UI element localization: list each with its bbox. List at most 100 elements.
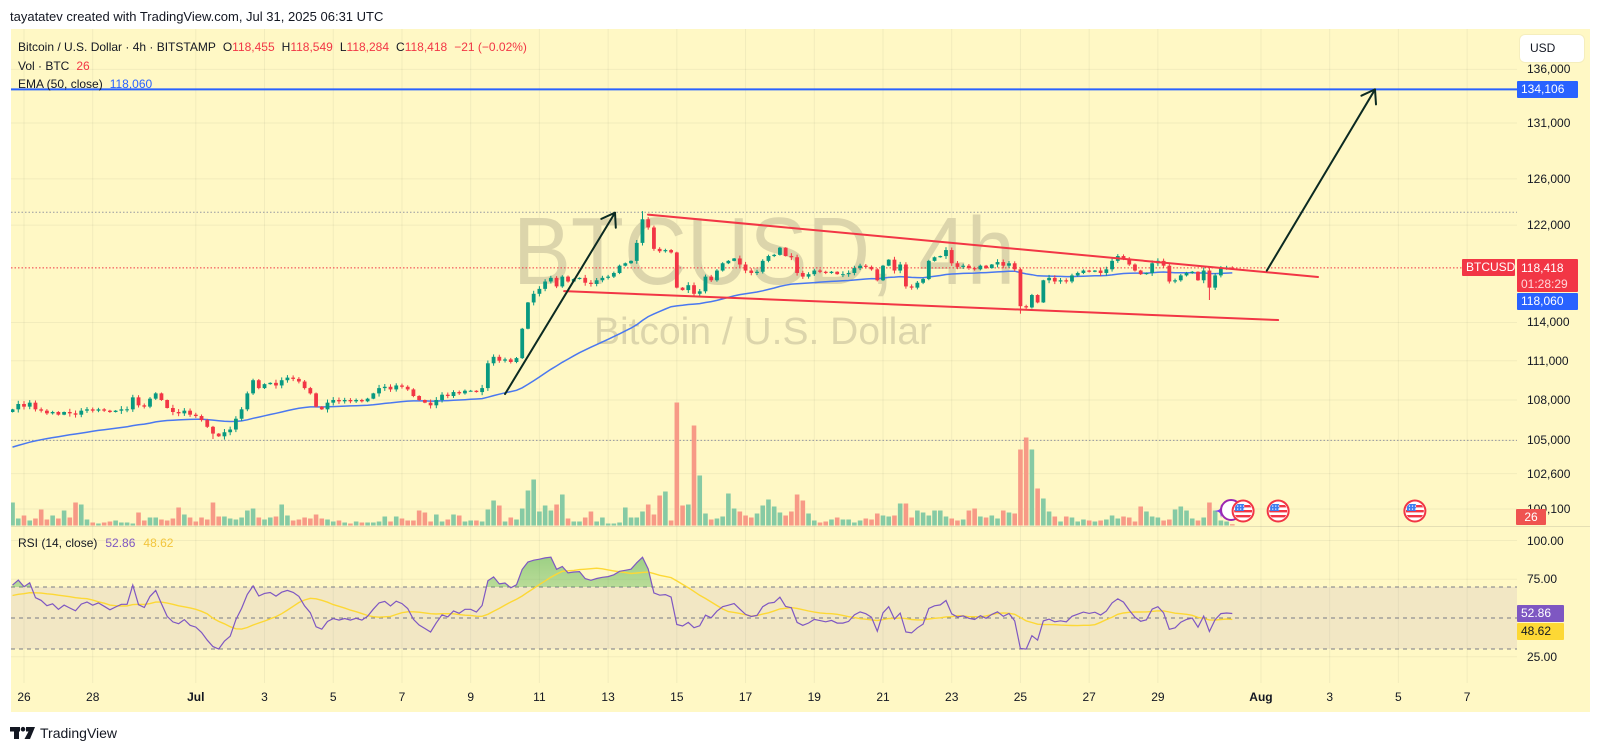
- candle: [554, 276, 559, 289]
- economic-event-us-flag-icon[interactable]: [1403, 499, 1427, 523]
- volume-bar: [932, 510, 937, 526]
- volume-bar: [479, 521, 485, 526]
- volume-bar: [892, 515, 897, 526]
- time-axis-label: 15: [670, 690, 684, 704]
- volume-bar: [376, 521, 382, 526]
- volume-bar: [1178, 506, 1184, 526]
- time-axis-label: 27: [1082, 690, 1096, 704]
- time-axis-label: 19: [807, 690, 821, 704]
- ema-legend-row[interactable]: EMA (50, close) 118,060: [18, 75, 527, 94]
- time-axis-label: 13: [601, 690, 615, 704]
- volume-bar: [336, 520, 342, 526]
- high-label: H: [281, 40, 291, 54]
- candle: [514, 357, 519, 364]
- volume-bar: [302, 517, 307, 526]
- close-label: C: [396, 40, 405, 54]
- volume-bar: [187, 517, 193, 526]
- volume-bar: [966, 510, 972, 526]
- candle: [697, 289, 702, 297]
- candle: [394, 383, 399, 392]
- candle: [1018, 267, 1023, 314]
- volume-bar: [548, 510, 554, 526]
- chart-background: [11, 29, 1590, 712]
- candle: [1081, 269, 1086, 275]
- volume-bar: [1149, 516, 1155, 526]
- rsi-ma-line[interactable]: [12, 567, 1233, 630]
- volume-bar: [319, 518, 325, 526]
- volume-bar: [296, 519, 302, 526]
- candle: [291, 375, 296, 382]
- volume-bar: [1086, 520, 1092, 526]
- candle: [1207, 267, 1212, 300]
- volume-bar: [222, 516, 227, 526]
- symbol-title: Bitcoin / U.S. Dollar · 4h · BITSTAMP: [18, 40, 216, 54]
- candle: [932, 256, 937, 262]
- volume-bar: [771, 506, 777, 526]
- rsi-ma-value-tag: 48.62: [1517, 623, 1564, 641]
- economic-event-us-flag-icon[interactable]: [1266, 499, 1290, 523]
- volume-bar: [651, 514, 657, 526]
- flagpole-arrow[interactable]: [504, 211, 617, 396]
- candle: [1190, 271, 1195, 274]
- volume-bar: [903, 503, 909, 526]
- event-markers: [1214, 499, 1427, 523]
- candle: [944, 247, 948, 259]
- last-price-tag: 118,418 01:28:29: [1517, 259, 1578, 293]
- channel-lower-line[interactable]: [563, 290, 1280, 322]
- candle: [342, 397, 347, 404]
- economic-event-us-flag-icon[interactable]: [1231, 499, 1255, 523]
- candle: [606, 274, 611, 280]
- breakout-target-arrow[interactable]: [1265, 88, 1377, 272]
- time-axis-label: 5: [1395, 690, 1402, 704]
- volume-bar: [445, 519, 451, 526]
- candle: [79, 408, 84, 418]
- volume-bar: [227, 518, 233, 526]
- candle: [50, 410, 55, 415]
- volume-bar: [1029, 449, 1035, 526]
- time-axis-label: 5: [329, 690, 337, 704]
- volume-series: [11, 402, 1235, 526]
- candle: [11, 408, 15, 413]
- volume-bar: [239, 517, 244, 526]
- candle: [657, 247, 662, 253]
- tradingview-footer[interactable]: TradingView: [10, 724, 117, 742]
- candle: [102, 408, 107, 412]
- candle: [755, 269, 759, 275]
- volume-bar: [537, 511, 542, 526]
- symbol-watermark: BTCUSD, 4h Bitcoin / U.S. Dollar: [513, 198, 1015, 353]
- channel-upper-line[interactable]: [646, 213, 1319, 278]
- volume-legend-row[interactable]: Vol · BTC 26: [18, 57, 527, 76]
- currency-button[interactable]: USD: [1520, 35, 1584, 62]
- candle: [491, 354, 496, 366]
- volume-bar: [1092, 521, 1098, 526]
- volume-bar: [519, 508, 525, 526]
- candle: [251, 378, 255, 395]
- candle: [1138, 269, 1143, 275]
- candle: [566, 275, 570, 283]
- volume-bar: [204, 519, 210, 526]
- candle: [1167, 263, 1172, 284]
- candle: [337, 397, 341, 404]
- volume-bar: [1161, 520, 1166, 526]
- symbol-legend-row[interactable]: Bitcoin / U.S. Dollar · 4h · BITSTAMP O1…: [18, 38, 527, 57]
- candle: [520, 327, 525, 359]
- candle: [1047, 274, 1051, 284]
- ema-line[interactable]: [12, 270, 1233, 448]
- rsi-legend[interactable]: RSI (14, close) 52.86 48.62: [18, 534, 173, 552]
- price-axis-label: 122,000: [1527, 218, 1571, 233]
- candle: [531, 290, 536, 306]
- candle: [715, 269, 719, 282]
- volume-bar: [73, 502, 78, 526]
- rsi-line[interactable]: [12, 556, 1233, 650]
- candle: [829, 271, 834, 274]
- volume-bar: [817, 522, 823, 526]
- candle: [285, 375, 290, 383]
- volume-bar: [829, 519, 834, 526]
- volume-bar: [926, 515, 932, 526]
- volume-bar: [657, 495, 662, 526]
- candle: [560, 275, 565, 288]
- candle: [422, 399, 427, 404]
- volume-bar: [600, 517, 605, 526]
- candle: [1184, 271, 1189, 277]
